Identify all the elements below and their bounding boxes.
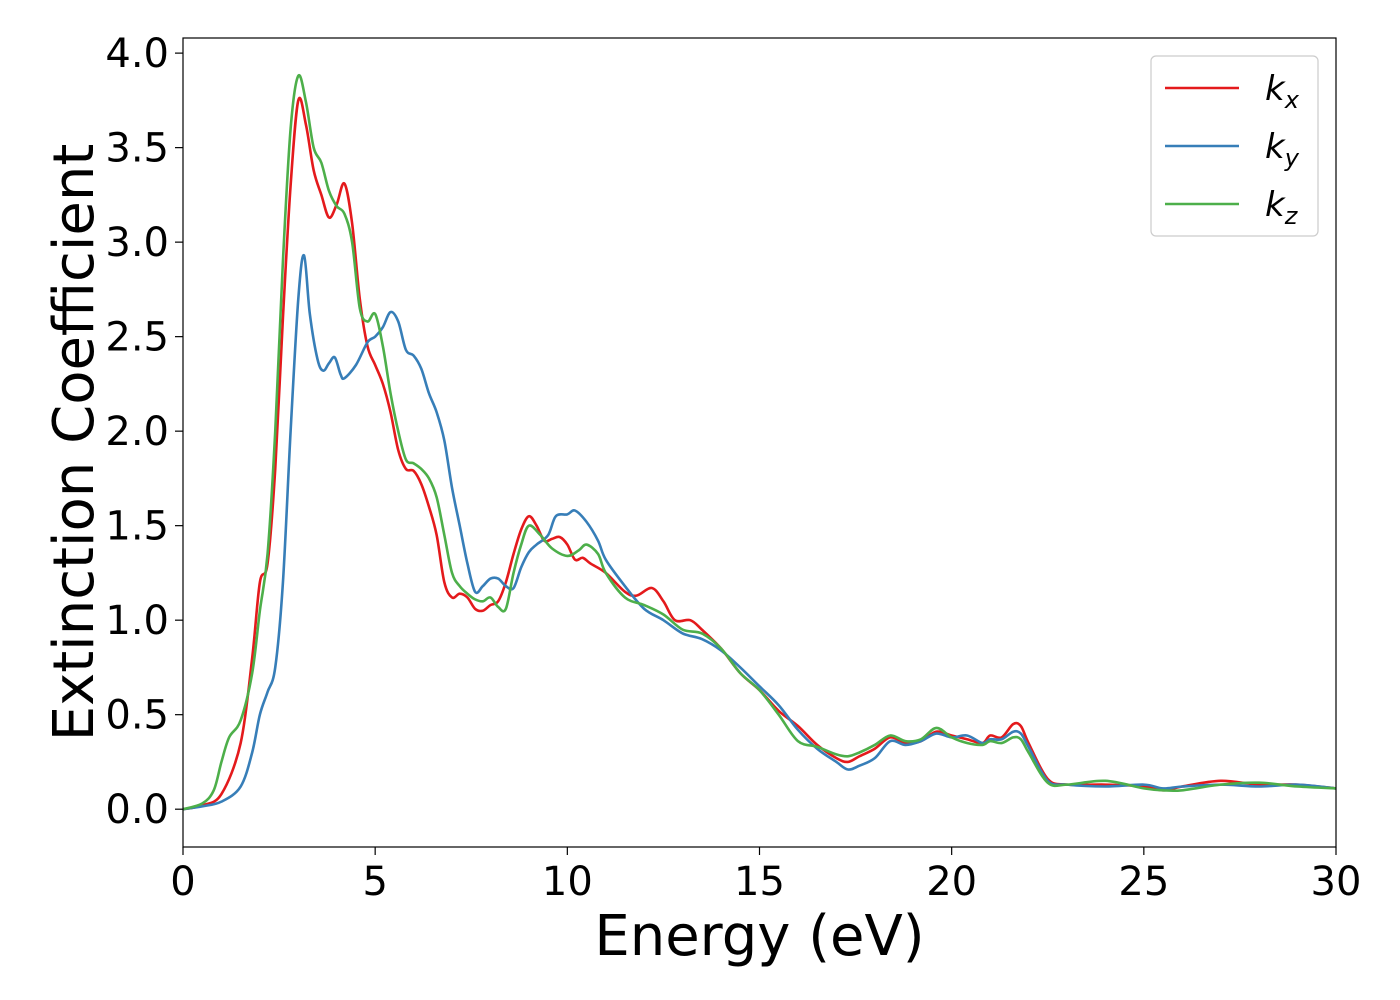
x-tick-label: 20	[926, 859, 977, 905]
y-tick-label: 3.0	[105, 220, 169, 266]
series-line-ky	[183, 254, 1336, 811]
legend-label-ky: ky	[1265, 127, 1300, 172]
legend: kx ky kz	[1150, 55, 1319, 237]
x-tick-label: 10	[542, 859, 593, 905]
legend-label-kx: kx	[1265, 69, 1300, 114]
y-tick-label: 0.0	[105, 787, 169, 833]
x-tick-label: 5	[362, 859, 387, 905]
y-tick-label: 1.5	[105, 504, 169, 550]
y-tick-label: 4.0	[105, 31, 169, 77]
y-tick-label: 2.5	[105, 315, 169, 361]
x-tick-label: 0	[170, 859, 195, 905]
x-tick-label: 25	[1118, 859, 1169, 905]
y-tick-label: 0.5	[105, 693, 169, 739]
y-tick-label: 3.5	[105, 126, 169, 172]
x-tick-label: 30	[1311, 859, 1362, 905]
y-axis-ticks: 0.0 0.5 1.0 1.5 2.0 2.5 3.0 3.5 4.0	[105, 31, 183, 833]
y-tick-label: 2.0	[105, 409, 169, 455]
y-tick-label: 1.0	[105, 598, 169, 644]
x-axis-title: Energy (eV)	[594, 904, 924, 969]
legend-label-kz: kz	[1265, 185, 1299, 230]
x-axis-ticks: 0 5 10 15 20 25 30	[170, 847, 1361, 905]
x-tick-label: 15	[734, 859, 785, 905]
series-line-kz	[183, 73, 1336, 811]
y-axis-title: Extinction Coefficient	[42, 144, 107, 742]
plot-lines	[183, 73, 1336, 811]
